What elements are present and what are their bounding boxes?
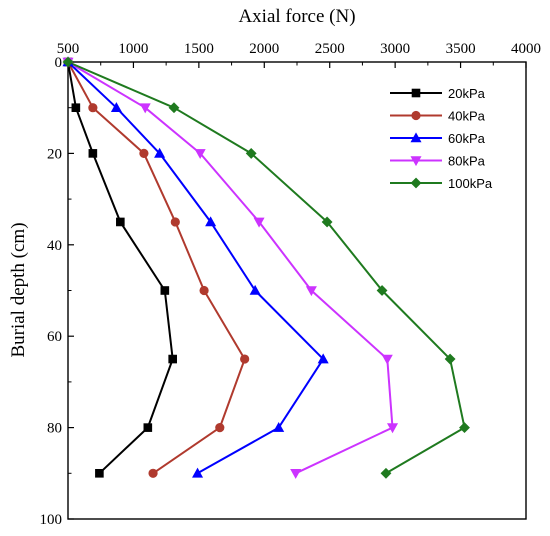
legend-label: 40kPa <box>448 109 486 124</box>
data-point-40kPa <box>170 217 180 227</box>
series-line-80kPa <box>67 61 394 475</box>
series-lines <box>67 61 466 475</box>
data-point-80kPa <box>253 217 265 228</box>
x-tick-label: 2000 <box>249 41 279 57</box>
data-point-80kPa <box>381 354 393 365</box>
data-point-60kPa <box>249 284 261 295</box>
data-point-80kPa <box>305 286 317 297</box>
data-point-80kPa <box>194 149 206 160</box>
y-tick-label: 0 <box>55 55 63 71</box>
data-point-100kPa <box>444 353 456 365</box>
data-point-40kPa <box>199 285 209 296</box>
data-point-100kPa <box>321 216 333 228</box>
x-tick-label: 1000 <box>118 41 148 57</box>
legend-marker <box>411 88 421 98</box>
data-point-100kPa <box>376 285 388 296</box>
data-point-100kPa <box>62 56 74 68</box>
legend-marker <box>410 177 422 189</box>
data-point-80kPa <box>290 468 302 479</box>
data-point-20kPa <box>71 103 81 112</box>
data-point-40kPa <box>240 354 250 364</box>
data-point-40kPa <box>148 468 158 478</box>
series-markers <box>62 56 470 479</box>
data-point-100kPa <box>168 102 180 114</box>
data-point-100kPa <box>459 422 470 434</box>
data-point-80kPa <box>387 423 399 434</box>
data-point-60kPa <box>205 216 217 227</box>
x-tick-label: 4000 <box>511 41 541 57</box>
x-tick-label: 500 <box>57 41 80 57</box>
legend-label: 20kPa <box>448 86 486 101</box>
legend-marker <box>410 156 422 167</box>
series-line-100kPa <box>67 61 466 475</box>
data-point-100kPa <box>380 467 392 479</box>
data-point-20kPa <box>95 468 104 478</box>
legend: 20kPa 40kPa 60kPa 80kPa 100kPa <box>390 86 493 191</box>
x-tick-label: 1500 <box>184 41 214 57</box>
y-tick-label: 100 <box>40 512 63 528</box>
data-point-100kPa <box>245 147 257 159</box>
data-point-60kPa <box>273 421 285 432</box>
legend-marker <box>411 110 421 121</box>
data-point-80kPa <box>139 103 151 114</box>
y-tick-label: 20 <box>47 146 62 162</box>
x-axis-title: Axial force (N) <box>238 6 355 27</box>
data-point-40kPa <box>215 423 225 433</box>
x-axis: 500 1000 1500 2000 2500 3000 3500 4000 <box>57 41 541 68</box>
x-tick-label: 3000 <box>380 41 410 57</box>
y-tick-label: 80 <box>47 421 62 437</box>
data-point-40kPa <box>139 148 149 158</box>
y-tick-label: 40 <box>47 238 62 254</box>
data-point-40kPa <box>88 103 98 113</box>
legend-label: 80kPa <box>448 154 486 169</box>
data-point-60kPa <box>192 467 204 478</box>
legend-label: 100kPa <box>448 176 493 191</box>
data-point-20kPa <box>160 286 170 295</box>
x-tick-label: 2500 <box>315 41 345 57</box>
y-axis-title: Burial depth (cm) <box>8 222 29 357</box>
data-point-60kPa <box>110 102 122 112</box>
data-point-20kPa <box>168 354 177 364</box>
data-point-20kPa <box>116 217 125 227</box>
data-point-60kPa <box>154 147 166 158</box>
series-line-20kPa <box>67 61 174 475</box>
y-tick-label: 60 <box>47 329 62 345</box>
series-line-60kPa <box>67 61 325 475</box>
series-line-40kPa <box>67 61 246 475</box>
data-point-20kPa <box>143 423 153 432</box>
y-axis: 0 20 40 60 80 100 <box>40 55 74 528</box>
legend-marker <box>410 132 422 143</box>
data-point-20kPa <box>88 149 98 158</box>
x-tick-label: 3500 <box>446 41 476 57</box>
data-point-60kPa <box>317 353 329 364</box>
legend-label: 60kPa <box>448 131 486 146</box>
